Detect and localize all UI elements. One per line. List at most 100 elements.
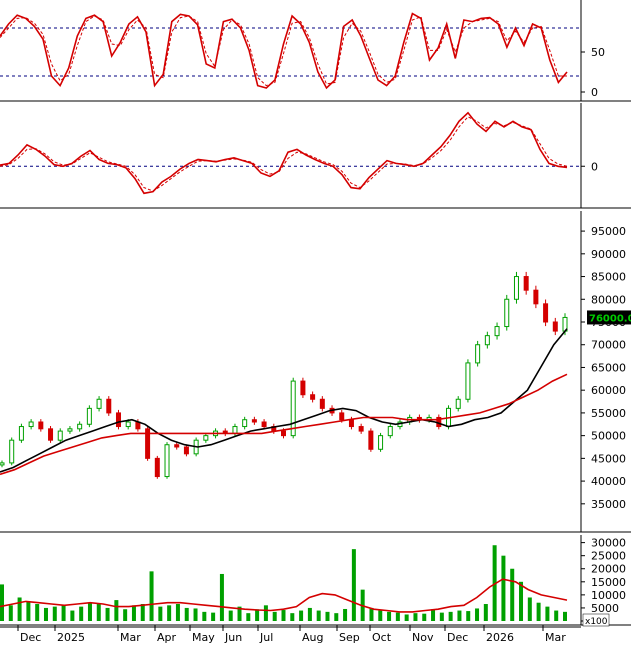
volume-bar bbox=[184, 607, 189, 621]
volume-unit-box bbox=[582, 613, 610, 627]
x-axis-label: Apr bbox=[157, 631, 177, 643]
volume-bar bbox=[316, 610, 321, 621]
price-candle-body bbox=[67, 428, 73, 432]
price-tick-label: 80000 bbox=[591, 293, 626, 306]
chart-panels bbox=[0, 0, 631, 628]
price-candle-body bbox=[154, 457, 160, 478]
volume-tick-label: 5000 bbox=[591, 602, 619, 615]
volume-bar bbox=[272, 611, 277, 621]
price-tick-label: 90000 bbox=[591, 248, 626, 261]
volume-volume_ma-line bbox=[0, 578, 568, 613]
stoch-tick-label: 50 bbox=[591, 46, 605, 59]
volume-bar bbox=[527, 597, 532, 621]
volume-bar bbox=[246, 613, 251, 621]
price-candle-body bbox=[281, 430, 286, 437]
volume-bar bbox=[70, 610, 75, 621]
volume-bar bbox=[563, 611, 567, 621]
x-axis-label: Dec bbox=[447, 631, 468, 643]
volume-bar bbox=[519, 581, 524, 621]
macd-main-line bbox=[0, 111, 568, 195]
volume-bar bbox=[510, 568, 515, 621]
price-candle-body bbox=[115, 412, 121, 428]
price-ma_long-line bbox=[0, 373, 568, 476]
x-axis-label: 2025 bbox=[57, 631, 85, 643]
volume-bar bbox=[202, 611, 207, 621]
volume-bar bbox=[325, 611, 330, 621]
price-tick-label: 50000 bbox=[591, 430, 626, 443]
price-candle-body bbox=[552, 321, 558, 332]
volume-bar bbox=[475, 608, 480, 621]
volume-tick-label: 25000 bbox=[591, 550, 626, 563]
volume-bar bbox=[87, 602, 92, 621]
price-tick-label: 55000 bbox=[591, 407, 626, 420]
price-candle-body bbox=[465, 362, 471, 400]
macd-tick-label: 0 bbox=[591, 160, 598, 173]
volume-bar bbox=[79, 606, 84, 621]
volume-bar bbox=[439, 612, 444, 621]
price-candle-body bbox=[125, 421, 131, 428]
x-axis-label: Mar bbox=[120, 631, 141, 643]
chart-marks bbox=[0, 12, 568, 621]
volume-bar bbox=[378, 610, 383, 621]
price-candle-body bbox=[513, 276, 519, 300]
volume-bar bbox=[431, 609, 436, 621]
volume-bar bbox=[457, 610, 462, 621]
x-axis-label: Nov bbox=[412, 631, 434, 643]
x-axis-label: 2026 bbox=[486, 631, 514, 643]
price-candle-body bbox=[378, 435, 384, 450]
price-candle-body bbox=[290, 380, 296, 437]
price-candle-body bbox=[300, 380, 306, 396]
price-candle-body bbox=[145, 428, 151, 459]
volume-bar bbox=[281, 610, 286, 621]
volume-bar bbox=[8, 605, 13, 621]
x-axis-label: Dec bbox=[20, 631, 41, 643]
price-candle-body bbox=[484, 335, 490, 346]
price-candle-body bbox=[358, 426, 364, 432]
price-tick-label: 45000 bbox=[591, 452, 626, 465]
price-candle-body bbox=[242, 419, 248, 428]
volume-bar bbox=[290, 613, 295, 621]
volume-bar bbox=[404, 614, 409, 621]
price-tick-label: 40000 bbox=[591, 475, 626, 488]
volume-bar bbox=[211, 612, 216, 621]
x-axis-label: Oct bbox=[372, 631, 392, 643]
volume-bar bbox=[43, 607, 48, 621]
price-candle-body bbox=[232, 426, 238, 434]
volume-bar bbox=[263, 605, 268, 621]
price-candle-body bbox=[251, 419, 257, 423]
stoch-signal-line bbox=[0, 15, 567, 87]
price-candle-body bbox=[368, 430, 374, 450]
price-candle-body bbox=[475, 344, 481, 364]
volume-bar bbox=[554, 610, 559, 621]
x-axis-label: Jul bbox=[259, 631, 273, 643]
volume-bar bbox=[175, 604, 180, 621]
x-axis-label: Jun bbox=[224, 631, 242, 643]
price-candle-body bbox=[96, 398, 102, 409]
price-tick-label: 35000 bbox=[591, 498, 626, 511]
price-tick-label: 85000 bbox=[591, 271, 626, 284]
price-candle-body bbox=[38, 421, 44, 430]
volume-tick-label: 10000 bbox=[591, 589, 626, 602]
last-price-badge bbox=[587, 310, 631, 325]
price-tick-label: 65000 bbox=[591, 361, 626, 374]
price-candle-body bbox=[504, 298, 510, 328]
volume-bar bbox=[483, 604, 488, 621]
price-candle-body bbox=[106, 398, 112, 414]
last-price-label: 76000.00 bbox=[589, 313, 631, 324]
volume-bar bbox=[422, 613, 427, 621]
volume-bar bbox=[466, 611, 471, 621]
volume-bar bbox=[114, 600, 119, 621]
volume-bar bbox=[501, 555, 506, 621]
price-candle-body bbox=[77, 423, 83, 430]
price-tick-label: 70000 bbox=[591, 339, 626, 352]
volume-tick-label: 20000 bbox=[591, 563, 626, 576]
price-candle-body bbox=[494, 326, 500, 337]
price-candle-body bbox=[164, 444, 170, 478]
volume-bar bbox=[61, 605, 66, 621]
volume-bar bbox=[123, 609, 128, 621]
volume-bar bbox=[228, 610, 233, 621]
x-axis-label: Aug bbox=[302, 631, 323, 643]
stoch-tick-label: 0 bbox=[591, 86, 598, 99]
